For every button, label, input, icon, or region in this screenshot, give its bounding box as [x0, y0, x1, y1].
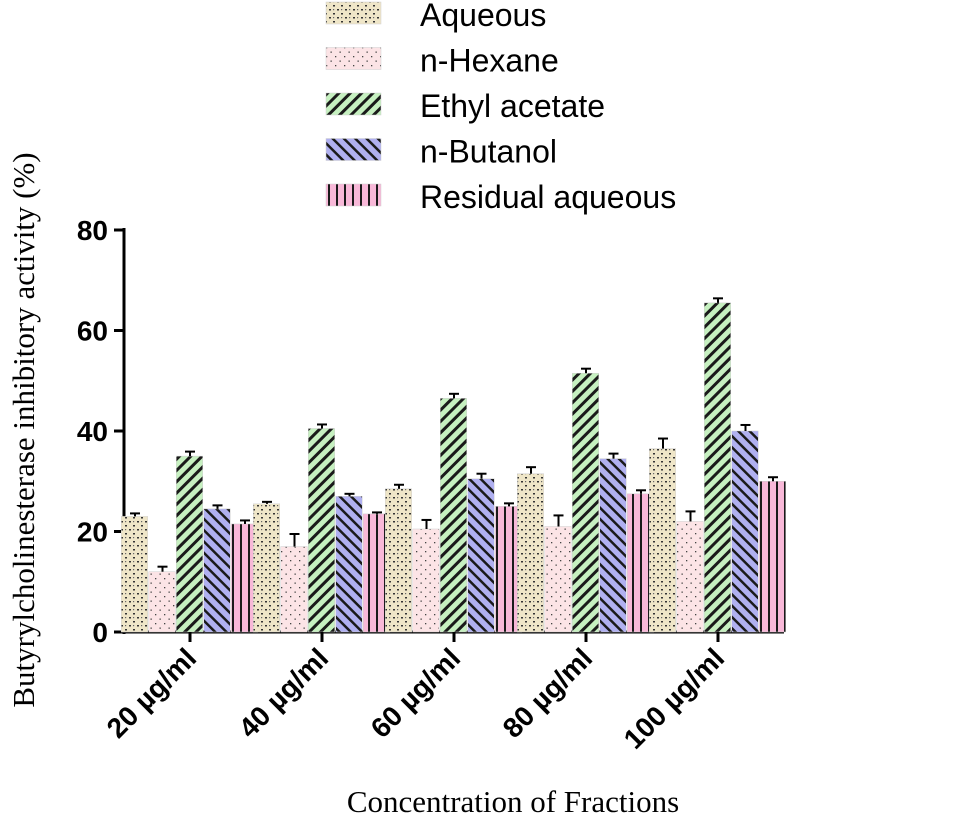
legend-swatch [325, 138, 382, 161]
y-tick-label: 60 [77, 316, 108, 347]
bar-n-hexane-0 [148, 571, 176, 633]
bar-ethyl-acetate-2 [440, 398, 467, 633]
y-tick-label: 40 [77, 416, 108, 447]
legend: Aqueous n-Hexane Ethyl acetate n-Butanol Res… [325, 0, 676, 215]
bar-aqueous-1 [253, 503, 280, 633]
bar-n-hexane-1 [280, 546, 308, 633]
legend-swatch [325, 1, 382, 25]
bar-residual-aqueous-4 [759, 481, 786, 633]
legend-label: n-Hexane [420, 43, 559, 79]
bar-n-butanol-3 [599, 458, 627, 633]
x-tick-label: 20 µg/ml [101, 642, 203, 744]
bar-ethyl-acetate-3 [572, 372, 599, 633]
x-tick-label: 100 µg/ml [618, 642, 731, 755]
bars-group [121, 297, 786, 633]
legend-swatch [325, 47, 382, 70]
x-tick-label: 40 µg/ml [233, 642, 335, 744]
bar-aqueous-4 [649, 448, 676, 633]
legend-label: Ethyl acetate [420, 88, 605, 124]
legend-label: Residual aqueous [420, 179, 676, 215]
bar-ethyl-acetate-0 [176, 455, 203, 633]
y-axis-title: Butyrylcholinesterase inhibitory activit… [6, 152, 41, 707]
bar-aqueous-0 [121, 516, 148, 633]
x-tick-label: 80 µg/ml [497, 642, 599, 744]
legend-label: n-Butanol [420, 134, 557, 170]
legend-swatch [325, 92, 382, 116]
bar-aqueous-2 [385, 488, 412, 633]
bar-ethyl-acetate-1 [308, 428, 335, 633]
bar-n-hexane-4 [676, 521, 704, 633]
bar-n-hexane-3 [544, 526, 572, 633]
y-tick-label: 20 [77, 517, 108, 548]
bar-ethyl-acetate-4 [704, 302, 731, 633]
legend-swatch [325, 183, 382, 207]
bar-n-butanol-0 [203, 508, 231, 633]
legend-label: Aqueous [420, 0, 546, 33]
x-tick-label: 60 µg/ml [365, 642, 467, 744]
bar-n-butanol-1 [335, 496, 363, 633]
y-tick-label: 80 [77, 215, 108, 246]
bar-n-hexane-2 [412, 528, 440, 633]
y-tick-label: 0 [92, 617, 108, 648]
x-tick-labels: 20 µg/ml 40 µg/ml 60 µg/ml 80 µg/ml 100 µg/m… [101, 632, 731, 755]
bar-aqueous-3 [517, 473, 544, 633]
x-axis-title: Concentration of Fractions [347, 784, 679, 819]
bar-n-butanol-4 [731, 430, 759, 633]
bar-n-butanol-2 [467, 478, 495, 633]
